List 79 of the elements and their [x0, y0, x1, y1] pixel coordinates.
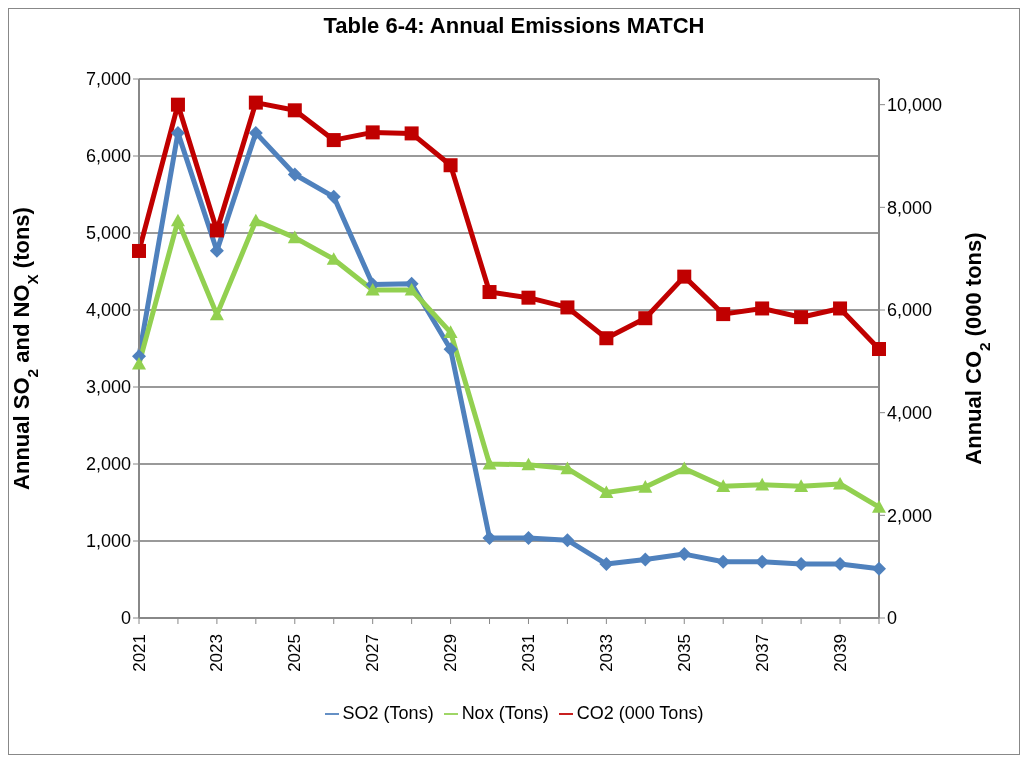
- point: [287, 103, 302, 118]
- point: [716, 479, 731, 492]
- legend-label: Nox (Tons): [461, 703, 549, 723]
- y-tick-label: 2,000: [85, 454, 131, 475]
- point: [404, 126, 419, 141]
- point: [755, 477, 770, 491]
- point: [132, 356, 146, 370]
- point: [326, 133, 341, 148]
- point: [794, 310, 809, 325]
- point: [521, 457, 536, 471]
- point: [677, 547, 692, 562]
- x-tick-label: 2027: [363, 634, 383, 672]
- point: [365, 282, 380, 296]
- x-tick-label: 2031: [518, 634, 538, 672]
- point: [482, 285, 497, 300]
- y-tick-label: 0: [120, 608, 131, 629]
- x-tick-label: 2023: [207, 634, 227, 672]
- point: [560, 461, 575, 475]
- point: [170, 213, 185, 227]
- legend-label: SO2 (Tons): [342, 703, 434, 723]
- legend-label: CO2 (000 Tons): [576, 703, 704, 723]
- point: [248, 95, 263, 110]
- point: [443, 158, 458, 173]
- point: [755, 554, 770, 569]
- x-tick-label: 2037: [752, 634, 772, 672]
- x-tick-label: 2033: [596, 634, 616, 672]
- point: [482, 530, 497, 545]
- point: [599, 485, 614, 499]
- point: [599, 557, 614, 572]
- point: [209, 223, 224, 238]
- point: [248, 125, 263, 140]
- y2-tick-label: 0: [887, 608, 898, 629]
- x-tick-label: 2039: [830, 634, 850, 672]
- point: [560, 300, 575, 315]
- point: [443, 342, 458, 357]
- point: [560, 533, 575, 548]
- point: [872, 561, 886, 576]
- point: [638, 311, 653, 326]
- point: [638, 480, 653, 493]
- point: [443, 325, 458, 338]
- point: [677, 269, 692, 284]
- y-tick-label: 7,000: [85, 69, 131, 90]
- point: [404, 282, 419, 296]
- point: [755, 301, 770, 316]
- y2-tick-label: 2,000: [887, 505, 933, 526]
- point: [833, 301, 848, 316]
- point: [132, 243, 146, 258]
- point: [521, 530, 536, 545]
- y2-tick-label: 10,000: [887, 95, 943, 116]
- point: [638, 552, 653, 567]
- point: [716, 307, 731, 322]
- point: [287, 167, 302, 182]
- point: [872, 500, 886, 513]
- point: [287, 230, 302, 244]
- point: [326, 189, 341, 204]
- point: [599, 331, 614, 346]
- x-tick-label: 2021: [129, 634, 149, 672]
- x-tick-label: 2035: [674, 634, 694, 672]
- y2-tick-label: 8,000: [887, 197, 933, 218]
- y-tick-label: 1,000: [85, 531, 131, 552]
- y-tick-label: 5,000: [85, 223, 131, 244]
- point: [794, 479, 809, 492]
- y2-tick-label: 6,000: [887, 300, 933, 321]
- x-tick-label: 2025: [285, 634, 305, 672]
- point: [248, 213, 263, 227]
- point: [677, 461, 692, 475]
- y2-tick-label: 4,000: [887, 403, 933, 424]
- point: [833, 557, 848, 572]
- point: [521, 290, 536, 305]
- y-tick-label: 3,000: [85, 377, 131, 398]
- point: [482, 457, 497, 470]
- point: [365, 125, 380, 140]
- x-tick-label: 2029: [441, 634, 461, 672]
- y-tick-label: 6,000: [85, 146, 131, 167]
- point: [209, 307, 224, 321]
- chart-title: Table 6-4: Annual Emissions MATCH: [322, 13, 706, 39]
- y-tick-label: 4,000: [85, 300, 131, 321]
- point: [872, 342, 886, 357]
- point: [170, 97, 185, 112]
